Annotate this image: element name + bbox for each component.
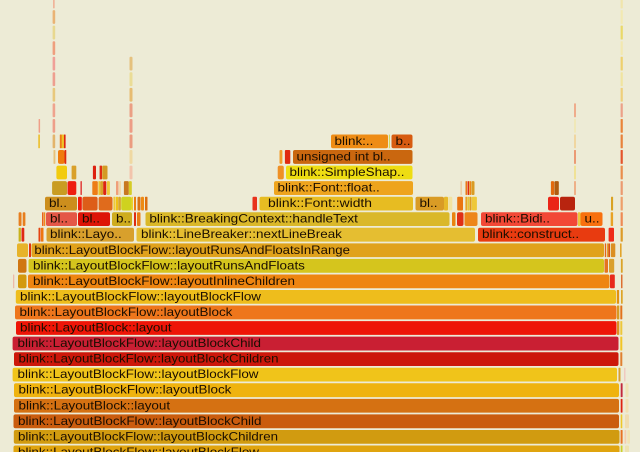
svg-text:blink::LineBreaker::nextLineBr: blink::LineBreaker::nextLineBreak bbox=[141, 227, 343, 241]
svg-text:unsigned int bl..: unsigned int bl.. bbox=[297, 149, 391, 163]
svg-text:blink::LayoutBlockFlow::layout: blink::LayoutBlockFlow::layoutBlockFlow bbox=[18, 445, 259, 452]
svg-text:blink::LayoutBlockFlow::layout: blink::LayoutBlockFlow::layoutRunsAndFlo… bbox=[33, 258, 305, 272]
svg-text:blink::LayoutBlock::layout: blink::LayoutBlock::layout bbox=[20, 321, 172, 335]
svg-text:blink::Layo..: blink::Layo.. bbox=[50, 227, 122, 241]
svg-text:bl..: bl.. bbox=[82, 212, 100, 226]
svg-text:bl..: bl.. bbox=[50, 212, 68, 226]
svg-text:bl..: bl.. bbox=[420, 196, 438, 210]
svg-text:blink::LayoutBlockFlow::layout: blink::LayoutBlockFlow::layoutBlockChild bbox=[18, 414, 262, 428]
svg-text:blink:..: blink:.. bbox=[335, 134, 374, 148]
svg-text:blink::LayoutBlock::layout: blink::LayoutBlock::layout bbox=[19, 398, 171, 412]
svg-text:blink::LayoutBlockFlow::layout: blink::LayoutBlockFlow::layoutInlineChil… bbox=[33, 274, 295, 288]
svg-text:blink::LayoutBlockFlow::layout: blink::LayoutBlockFlow::layoutBlock bbox=[19, 383, 233, 397]
svg-text:blink::LayoutBlockFlow::layout: blink::LayoutBlockFlow::layoutBlockFlow bbox=[18, 367, 259, 381]
svg-text:blink::LayoutBlockFlow::layout: blink::LayoutBlockFlow::layoutBlock bbox=[20, 305, 234, 319]
svg-text:blink::LayoutBlockFlow::layout: blink::LayoutBlockFlow::layoutBlockChild bbox=[18, 336, 262, 350]
svg-text:blink::LayoutBlockFlow::layout: blink::LayoutBlockFlow::layoutBlockFlow bbox=[20, 289, 261, 303]
svg-text:blink::Font::float..: blink::Font::float.. bbox=[278, 181, 380, 195]
svg-text:blink::LayoutBlockFlow::layout: blink::LayoutBlockFlow::layoutRunsAndFlo… bbox=[34, 243, 350, 257]
svg-text:blink::Font::width: blink::Font::width bbox=[268, 196, 372, 210]
svg-text:blink::construct..: blink::construct.. bbox=[482, 227, 579, 241]
svg-text:blink::LayoutBlockFlow::layout: blink::LayoutBlockFlow::layoutBlockChild… bbox=[19, 352, 279, 366]
svg-text:blink::LayoutBlockFlow::layout: blink::LayoutBlockFlow::layoutBlockChild… bbox=[18, 429, 278, 443]
svg-text:b..: b.. bbox=[116, 212, 131, 226]
svg-text:blink::SimpleShap..: blink::SimpleShap.. bbox=[290, 165, 405, 179]
svg-text:bl..: bl.. bbox=[49, 196, 67, 210]
svg-text:blink::BreakingContext::handle: blink::BreakingContext::handleText bbox=[149, 212, 358, 226]
svg-text:blink::Bidi..: blink::Bidi.. bbox=[485, 212, 550, 226]
svg-text:b..: b.. bbox=[396, 134, 411, 148]
svg-text:u..: u.. bbox=[585, 212, 600, 226]
